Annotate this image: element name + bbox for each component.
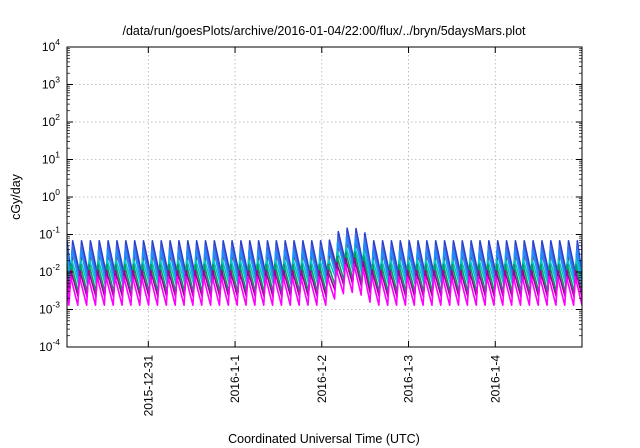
y-axis-label: cGy/day — [9, 173, 23, 220]
x-tick-label: 2016-1-3 — [402, 355, 416, 403]
y-tick-label: 10-1 — [39, 225, 60, 242]
y-tick-label: 103 — [42, 75, 60, 92]
x-tick-label: 2016-1-4 — [488, 355, 502, 403]
x-tick-label: 2015-12-31 — [141, 355, 155, 417]
y-tick-label: 104 — [42, 37, 60, 54]
y-tick-label: 101 — [42, 150, 60, 167]
x-tick-label: 2016-1-1 — [228, 355, 242, 403]
series-line — [67, 263, 582, 307]
chart-title: /data/run/goesPlots/archive/2016-01-04/2… — [122, 24, 526, 38]
x-axis-label: Coordinated Universal Time (UTC) — [228, 432, 420, 446]
y-tick-label: 102 — [42, 112, 60, 129]
y-tick-label: 10-2 — [39, 262, 60, 279]
y-tick-label: 10-3 — [39, 300, 60, 317]
y-tick-label: 100 — [42, 187, 60, 204]
x-tick-label: 2016-1-2 — [315, 355, 329, 403]
tick-marks — [67, 46, 582, 348]
x-tick-labels: 2015-12-31 2016-1-1 2016-1-2 2016-1-3 2016-1… — [141, 355, 502, 417]
y-tick-label: 10-4 — [39, 337, 60, 354]
y-tick-labels: 10-4 10-3 10-2 10-1 100 101 102 103 104 — [39, 37, 60, 354]
series-group — [67, 227, 582, 307]
